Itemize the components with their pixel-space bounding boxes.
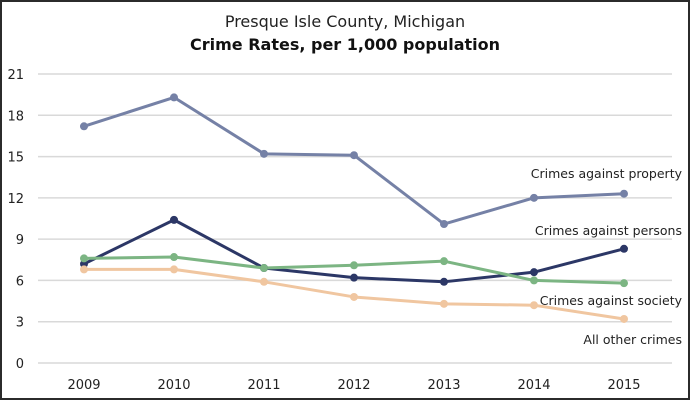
y-tick-label: 6 xyxy=(16,274,24,289)
data-point xyxy=(530,268,538,277)
data-point xyxy=(350,292,358,301)
y-tick-label: 3 xyxy=(16,316,24,331)
data-point xyxy=(620,189,628,198)
data-point xyxy=(260,264,268,273)
y-tick-label: 15 xyxy=(7,151,24,166)
data-point xyxy=(170,215,178,224)
data-point xyxy=(440,277,448,286)
data-point xyxy=(620,244,628,253)
x-tick-label: 2013 xyxy=(427,378,460,393)
x-tick-label: 2009 xyxy=(67,378,100,393)
data-point xyxy=(440,299,448,308)
data-point xyxy=(530,301,538,310)
x-tick-label: 2014 xyxy=(517,378,550,393)
data-point xyxy=(170,253,178,262)
data-point xyxy=(350,151,358,160)
series-label: Crimes against society xyxy=(540,293,683,308)
y-tick-label: 9 xyxy=(16,233,24,248)
data-point xyxy=(260,149,268,158)
data-point xyxy=(80,122,88,131)
data-point xyxy=(170,265,178,274)
x-tick-label: 2011 xyxy=(247,378,280,393)
series-label: All other crimes xyxy=(583,332,682,347)
data-point xyxy=(620,314,628,323)
series-label: Crimes against persons xyxy=(535,223,682,238)
x-tick-label: 2012 xyxy=(337,378,370,393)
data-point xyxy=(620,279,628,288)
data-point xyxy=(530,193,538,202)
x-tick-label: 2010 xyxy=(157,378,190,393)
data-point xyxy=(80,259,88,268)
y-tick-label: 0 xyxy=(16,357,24,372)
data-point xyxy=(80,265,88,274)
series-label: Crimes against property xyxy=(531,166,683,181)
data-point xyxy=(440,257,448,266)
data-point xyxy=(260,277,268,286)
data-point xyxy=(170,93,178,102)
x-tick-label: 2015 xyxy=(607,378,640,393)
data-point xyxy=(80,254,88,263)
y-tick-label: 12 xyxy=(7,192,24,207)
chart-title: Presque Isle County, Michigan xyxy=(224,12,466,31)
y-tick-label: 21 xyxy=(7,68,24,83)
data-point xyxy=(350,261,358,270)
data-point xyxy=(530,276,538,285)
chart-subtitle: Crime Rates, per 1,000 population xyxy=(189,35,501,54)
data-point xyxy=(440,220,448,229)
data-point xyxy=(350,273,358,282)
y-tick-label: 18 xyxy=(7,109,24,124)
series-line xyxy=(83,95,625,226)
